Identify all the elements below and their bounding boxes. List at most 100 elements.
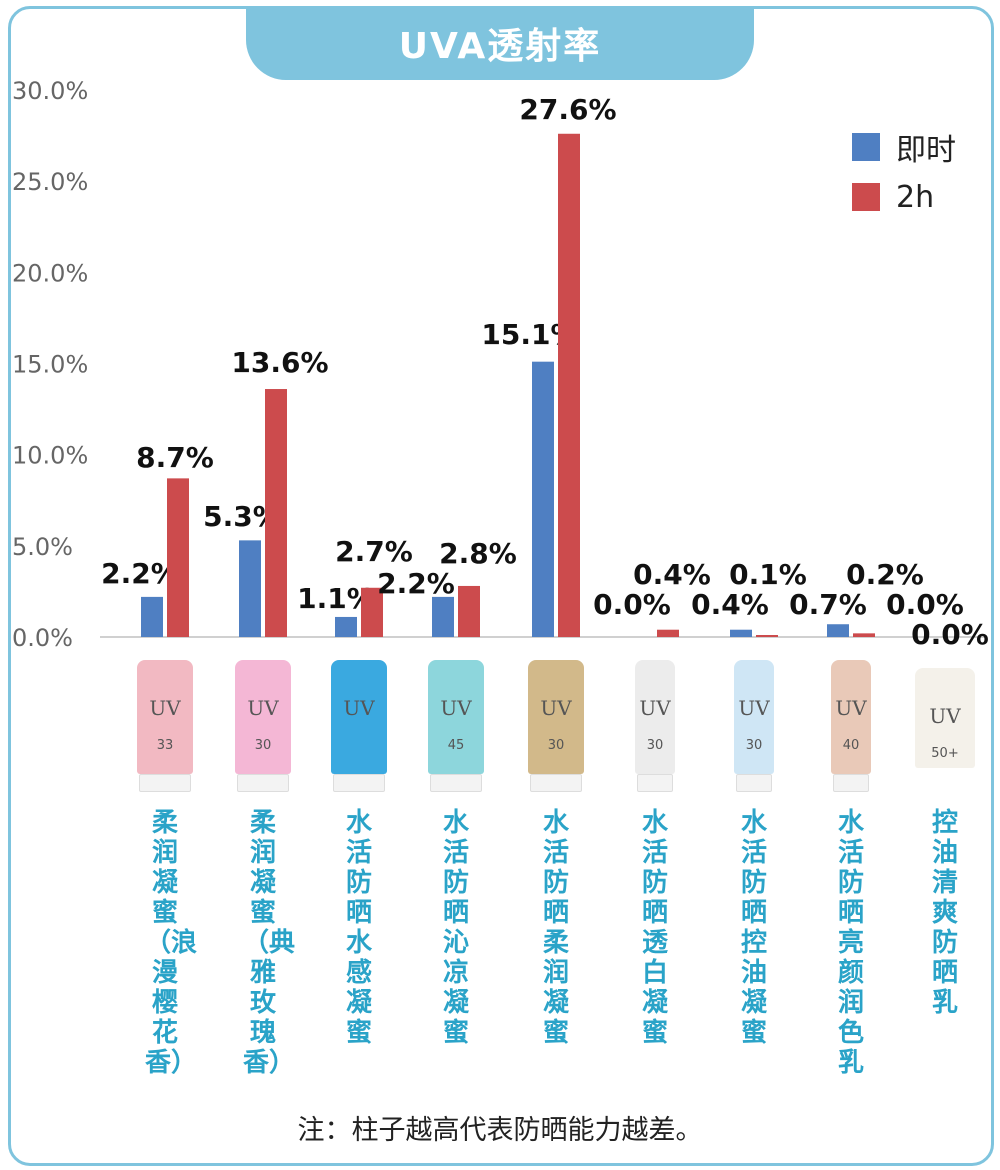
product-spf: 33 bbox=[156, 738, 174, 753]
bar-2h bbox=[756, 635, 778, 637]
product-spf: 30 bbox=[254, 738, 272, 753]
product-cap bbox=[333, 774, 385, 792]
product-tube: UV 40 bbox=[831, 660, 871, 774]
product-image: UV 30 bbox=[235, 660, 291, 794]
product-image: UV 30 bbox=[734, 660, 774, 794]
product-tube: UV 30 bbox=[235, 660, 291, 774]
product-image: UV 40 bbox=[831, 660, 871, 794]
product-logo: UV bbox=[540, 696, 572, 720]
category-label: 水活防晒沁凉凝蜜 bbox=[442, 808, 469, 1048]
bar-instant bbox=[730, 629, 752, 637]
product-tube: UV bbox=[331, 660, 387, 774]
product-tube: UV 30 bbox=[635, 660, 675, 774]
product-tube: UV 50+ bbox=[915, 668, 975, 768]
legend-item-instant: 即时 bbox=[852, 122, 956, 172]
footnote: 注：柱子越高代表防晒能力越差。 bbox=[297, 1115, 703, 1146]
bar-instant bbox=[827, 624, 849, 637]
bar-instant bbox=[239, 540, 261, 637]
product-cap bbox=[736, 774, 772, 792]
data-label: 2.2% bbox=[101, 557, 179, 590]
product-spf: 30 bbox=[745, 738, 763, 753]
product-cap bbox=[833, 774, 869, 792]
bar-instant bbox=[141, 596, 163, 637]
product-cap bbox=[430, 774, 482, 792]
bar-2h bbox=[458, 585, 480, 637]
y-tick-label: 20.0% bbox=[12, 259, 88, 287]
data-label: 2.7% bbox=[335, 535, 413, 568]
legend-swatch-2h bbox=[852, 183, 880, 211]
data-label: 0.0% bbox=[911, 618, 989, 651]
data-label: 27.6% bbox=[519, 93, 616, 126]
product-image: UV bbox=[331, 660, 387, 794]
legend-label-2h: 2h bbox=[896, 179, 935, 215]
category-label: 控油清爽防晒乳 bbox=[931, 808, 958, 1018]
product-image: UV 33 bbox=[137, 660, 193, 794]
product-logo: UV bbox=[835, 696, 867, 720]
bar-2h bbox=[265, 389, 287, 637]
y-tick-label: 0.0% bbox=[12, 624, 73, 652]
data-label: 2.2% bbox=[377, 567, 455, 600]
product-tube: UV 45 bbox=[428, 660, 484, 774]
product-image: UV 50+ bbox=[915, 668, 975, 788]
y-tick-label: 25.0% bbox=[12, 168, 88, 196]
product-logo: UV bbox=[738, 696, 770, 720]
category-label: 柔润凝蜜（浪漫樱花香） bbox=[145, 808, 198, 1078]
bar-instant bbox=[335, 616, 357, 637]
data-label: 0.4% bbox=[633, 558, 711, 591]
legend-swatch-instant bbox=[852, 133, 880, 161]
product-tube: UV 33 bbox=[137, 660, 193, 774]
data-label: 0.0% bbox=[593, 588, 671, 621]
product-image: UV 30 bbox=[528, 660, 584, 794]
data-label: 0.7% bbox=[789, 588, 867, 621]
product-logo: UV bbox=[343, 696, 375, 720]
legend: 即时 2h bbox=[852, 122, 956, 222]
product-cap bbox=[637, 774, 673, 792]
y-tick-label: 5.0% bbox=[12, 533, 73, 561]
bar-2h bbox=[361, 587, 383, 637]
product-logo: UV bbox=[149, 696, 181, 720]
product-logo: UV bbox=[440, 696, 472, 720]
legend-item-2h: 2h bbox=[852, 172, 956, 222]
product-spf: 45 bbox=[447, 738, 465, 753]
data-label: 13.6% bbox=[231, 346, 328, 379]
product-cap bbox=[139, 774, 191, 792]
y-tick-label: 15.0% bbox=[12, 351, 88, 379]
y-tick-label: 30.0% bbox=[12, 77, 88, 105]
category-label: 柔润凝蜜（典雅玫瑰香） bbox=[243, 808, 296, 1078]
product-spf: 30 bbox=[547, 738, 565, 753]
product-logo: UV bbox=[247, 696, 279, 720]
product-spf: 40 bbox=[842, 738, 860, 753]
chart-title: UVA透射率 bbox=[398, 26, 602, 67]
data-label: 0.4% bbox=[691, 588, 769, 621]
product-cap bbox=[237, 774, 289, 792]
product-logo: UV bbox=[929, 704, 961, 728]
product-spf: 50+ bbox=[931, 746, 959, 761]
category-label: 水活防晒柔润凝蜜 bbox=[542, 808, 569, 1048]
product-logo: UV bbox=[639, 696, 671, 720]
product-spf: 30 bbox=[646, 738, 664, 753]
bar-instant bbox=[532, 361, 554, 637]
bar-2h bbox=[657, 629, 679, 637]
product-tube: UV 30 bbox=[528, 660, 584, 774]
legend-label-instant: 即时 bbox=[896, 133, 956, 168]
data-label: 2.8% bbox=[439, 537, 517, 570]
data-label: 8.7% bbox=[136, 441, 214, 474]
bar-2h bbox=[558, 133, 580, 637]
category-label: 水活防晒控油凝蜜 bbox=[740, 808, 767, 1048]
product-tube: UV 30 bbox=[734, 660, 774, 774]
product-cap bbox=[530, 774, 582, 792]
y-tick-label: 10.0% bbox=[12, 442, 88, 470]
bar-2h bbox=[853, 633, 875, 637]
data-label: 0.1% bbox=[729, 558, 807, 591]
bar-instant bbox=[432, 596, 454, 637]
category-label: 水活防晒水感凝蜜 bbox=[345, 808, 372, 1048]
bar-2h bbox=[167, 478, 189, 637]
product-image: UV 45 bbox=[428, 660, 484, 794]
title-tab: UVA透射率 bbox=[246, 6, 754, 80]
category-label: 水活防晒透白凝蜜 bbox=[641, 808, 668, 1048]
data-label: 0.0% bbox=[886, 588, 964, 621]
category-label: 水活防晒亮颜润色乳 bbox=[837, 808, 864, 1078]
data-label: 0.2% bbox=[846, 558, 924, 591]
product-image: UV 30 bbox=[635, 660, 675, 794]
